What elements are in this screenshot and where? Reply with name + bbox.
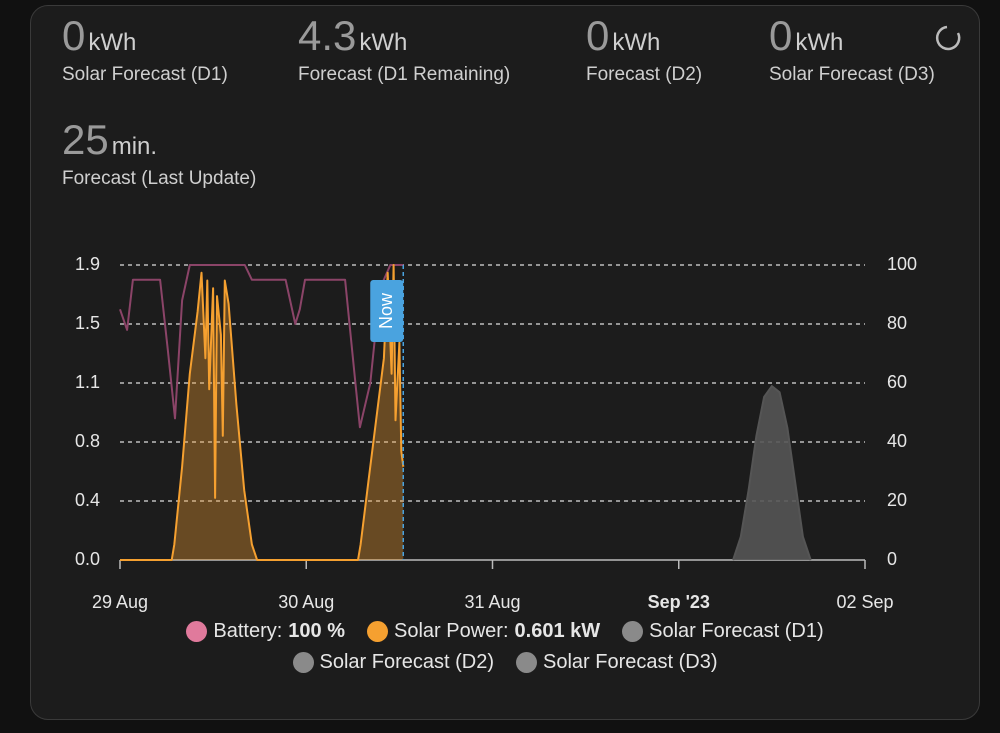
legend-label: Battery xyxy=(213,620,282,643)
legend-item[interactable]: Solar Forecast (D2) xyxy=(292,651,495,674)
legend-label: Solar Forecast (D1) xyxy=(649,620,824,642)
y2-tick-label: 100 xyxy=(887,254,917,274)
stat-label: Solar Forecast (D1) xyxy=(62,64,228,85)
stat: 4.3 kWh Forecast (D1 Remaining) xyxy=(298,12,510,86)
x-tick-label: Sep '23 xyxy=(648,592,710,612)
y-tick-label: 1.5 xyxy=(75,313,100,333)
series-line xyxy=(119,264,404,429)
legend-marker xyxy=(367,621,389,642)
stat-label: Forecast (Last Update) xyxy=(62,168,257,189)
stat-label: Forecast (D1 Remaining) xyxy=(298,64,511,85)
now-label: Now xyxy=(376,292,396,329)
legend-value: 0.601 kW xyxy=(514,620,601,642)
stat: 0 kWh Solar Forecast (D3) xyxy=(769,12,935,86)
y-tick-label: 0.8 xyxy=(75,431,100,451)
area-fill xyxy=(120,265,404,560)
stat-unit: kWh xyxy=(359,29,408,56)
stat-value: 4.3 xyxy=(298,12,357,59)
y2-tick-label: 60 xyxy=(887,372,907,392)
y-tick-label: 0.0 xyxy=(75,549,100,569)
y2-tick-label: 0 xyxy=(887,549,897,569)
now-label-box xyxy=(370,280,404,342)
legend-marker xyxy=(622,621,644,642)
legend-item[interactable]: Solar Forecast (D3) xyxy=(516,651,718,674)
stat-unit: kWh xyxy=(88,29,137,56)
legend-marker xyxy=(292,652,314,673)
legend-value: 100 % xyxy=(288,620,346,642)
y2-tick-label: 80 xyxy=(887,313,907,333)
stat-value: 0 xyxy=(769,12,793,59)
legend-label: Solar Forecast (D2) xyxy=(319,651,495,673)
area-fill xyxy=(733,386,811,560)
stat-unit: kWh xyxy=(612,29,661,56)
series-line xyxy=(732,385,812,561)
legend: Battery 100 % Solar Power0.601 kW Solar For… xyxy=(135,620,875,674)
x-tick-label: 29 Aug xyxy=(92,592,148,612)
stat-unit: min. xyxy=(111,133,158,160)
x-tick-label: 02 Sep xyxy=(836,592,893,612)
card xyxy=(30,5,980,720)
stat-unit: kWh xyxy=(795,29,844,56)
y-tick-label: 1.1 xyxy=(75,372,100,392)
stat: 0 kWh Solar Forecast (D1) xyxy=(62,12,228,86)
legend-item[interactable]: Solar Forecast (D1) xyxy=(622,620,824,643)
refresh-icon[interactable] xyxy=(935,25,961,51)
stat: 25 min. Forecast (Last Update) xyxy=(62,116,256,190)
y2-tick-label: 20 xyxy=(887,490,907,510)
y-tick-label: 1.9 xyxy=(75,254,100,274)
legend-marker xyxy=(186,621,208,642)
stat-value: 0 xyxy=(62,12,86,59)
legend-label: Solar Forecast (D3) xyxy=(543,651,718,673)
y2-tick-label: 40 xyxy=(887,431,907,451)
x-tick-label: 31 Aug xyxy=(464,592,520,612)
stat-value: 0 xyxy=(586,12,610,59)
stat-label: Solar Forecast (D3) xyxy=(769,64,935,85)
legend-item[interactable]: Battery 100 % xyxy=(186,620,345,643)
legend-item[interactable]: Solar Power0.601 kW xyxy=(367,620,600,643)
stat-value: 25 xyxy=(62,116,109,163)
stat: 0 kWh Forecast (D2) xyxy=(586,12,702,86)
legend-label: Solar Power xyxy=(394,620,509,643)
y-tick-label: 0.4 xyxy=(75,490,100,510)
legend-marker xyxy=(516,652,537,673)
x-tick-label: 30 Aug xyxy=(278,592,334,612)
stat-label: Forecast (D2) xyxy=(586,64,703,85)
